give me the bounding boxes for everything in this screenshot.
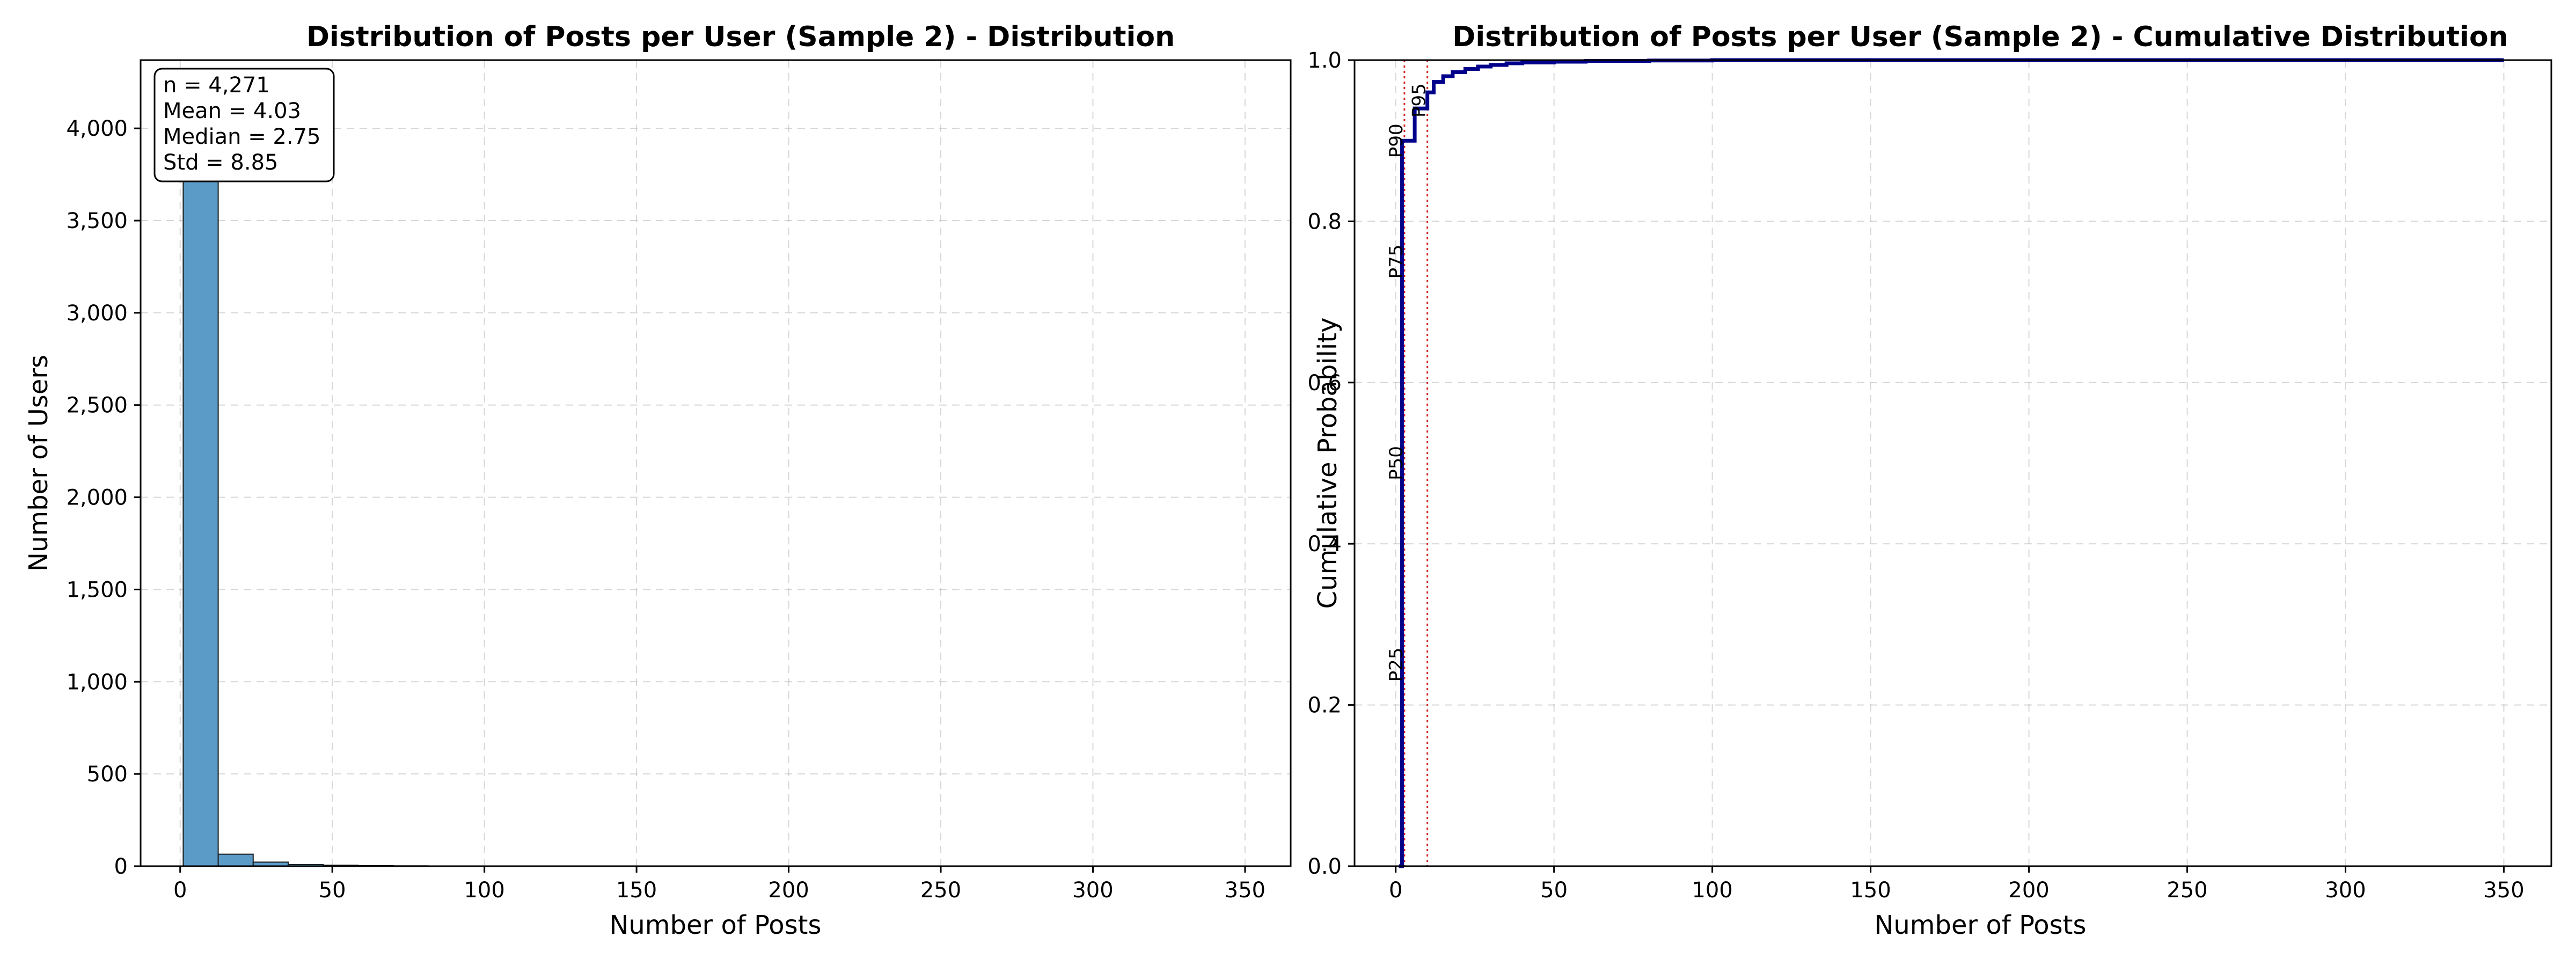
histogram-y-axis-label: Number of Users	[24, 355, 54, 572]
cdf-percentile-lines	[1403, 60, 1429, 866]
histogram-x-tick-label: 50	[319, 878, 346, 903]
cdf-y-tick-label: 0.6	[1307, 371, 1342, 396]
stats-std: Std = 8.85	[163, 150, 278, 175]
cdf-x-ticks: 0 50 100 150 200 250 300 350	[1389, 866, 2524, 903]
stats-mean: Mean = 4.03	[163, 99, 301, 123]
histogram-y-tick-label: 2,500	[66, 393, 128, 418]
cdf-panel: Distribution of Posts per User (Sample 2…	[1307, 21, 2552, 940]
histogram-x-ticks: 0 50 100 150 200 250 300 350	[173, 866, 1265, 903]
histogram-panel: Distribution of Posts per User (Sample 2…	[24, 21, 1292, 940]
histogram-y-tick-label: 0	[114, 854, 128, 879]
cdf-y-tick-label: 1.0	[1307, 48, 1342, 73]
cdf-x-tick-label: 350	[2483, 878, 2524, 903]
histogram-y-tick-label: 3,000	[66, 301, 128, 326]
cdf-x-tick-label: 250	[2167, 878, 2207, 903]
cdf-percentile-label: P90	[1386, 123, 1407, 158]
histogram-title: Distribution of Posts per User (Sample 2…	[306, 21, 1175, 53]
cdf-y-ticks: 0.0 0.2 0.4 0.6 0.8 1.0	[1307, 48, 1355, 879]
cdf-y-tick-label: 0.4	[1307, 532, 1342, 557]
cdf-y-tick-label: 0.0	[1307, 854, 1342, 879]
histogram-x-tick-label: 0	[173, 878, 187, 903]
histogram-grid	[141, 60, 1291, 867]
histogram-y-tick-label: 1,500	[66, 577, 128, 602]
histogram-bar	[182, 99, 219, 867]
cdf-x-axis-label: Number of Posts	[1874, 910, 2086, 940]
cdf-x-tick-label: 50	[1540, 878, 1568, 903]
cdf-y-tick-label: 0.2	[1307, 693, 1342, 718]
stats-box-frame	[153, 68, 335, 182]
cdf-title: Distribution of Posts per User (Sample 2…	[1452, 21, 2508, 53]
cdf-y-axis-label: Cumulative Probability	[1313, 318, 1343, 609]
cdf-x-tick-label: 300	[2325, 878, 2366, 903]
histogram-frame	[140, 59, 1292, 867]
stats-median: Median = 2.75	[163, 125, 321, 149]
cdf-frame	[1353, 59, 2552, 867]
histogram-y-tick-label: 2,000	[66, 486, 128, 510]
histogram-y-tick-label: 3,500	[66, 209, 128, 233]
cdf-percentile-label: P25	[1386, 648, 1407, 682]
cdf-line	[1399, 58, 2504, 868]
stats-n: n = 4,271	[163, 73, 270, 98]
stats-box: n = 4,271 Mean = 4.03 Median = 2.75 Std …	[153, 68, 335, 182]
histogram-x-tick-label: 100	[464, 878, 504, 903]
histogram-bar	[217, 853, 254, 867]
histogram-y-tick-label: 4,000	[66, 116, 128, 141]
histogram-x-axis-label: Number of Posts	[609, 910, 821, 940]
histogram-y-tick-label: 1,000	[66, 670, 128, 694]
histogram-x-tick-label: 200	[768, 878, 809, 903]
histogram-x-tick-label: 350	[1225, 878, 1265, 903]
histogram-x-tick-label: 150	[616, 878, 657, 903]
histogram-y-tick-label: 500	[87, 762, 128, 787]
histogram-x-tick-label: 300	[1072, 878, 1113, 903]
cdf-y-tick-label: 0.8	[1307, 209, 1342, 234]
cdf-x-tick-label: 150	[1850, 878, 1891, 903]
histogram-x-tick-label: 250	[920, 878, 961, 903]
histogram-y-ticks: 0 500 1,000 1,500 2,000 2,500 3,000 3,500 4,000	[66, 116, 141, 879]
cdf-x-tick-label: 100	[1692, 878, 1732, 903]
cdf-x-tick-label: 0	[1389, 878, 1402, 903]
cdf-x-tick-label: 200	[2008, 878, 2049, 903]
cdf-percentile-label: P50	[1386, 446, 1407, 480]
cdf-percentile-label: P75	[1386, 245, 1407, 279]
cdf-grid	[1355, 60, 2551, 867]
histogram-bars	[182, 99, 884, 867]
cdf-percentile-label: P95	[1409, 83, 1430, 118]
